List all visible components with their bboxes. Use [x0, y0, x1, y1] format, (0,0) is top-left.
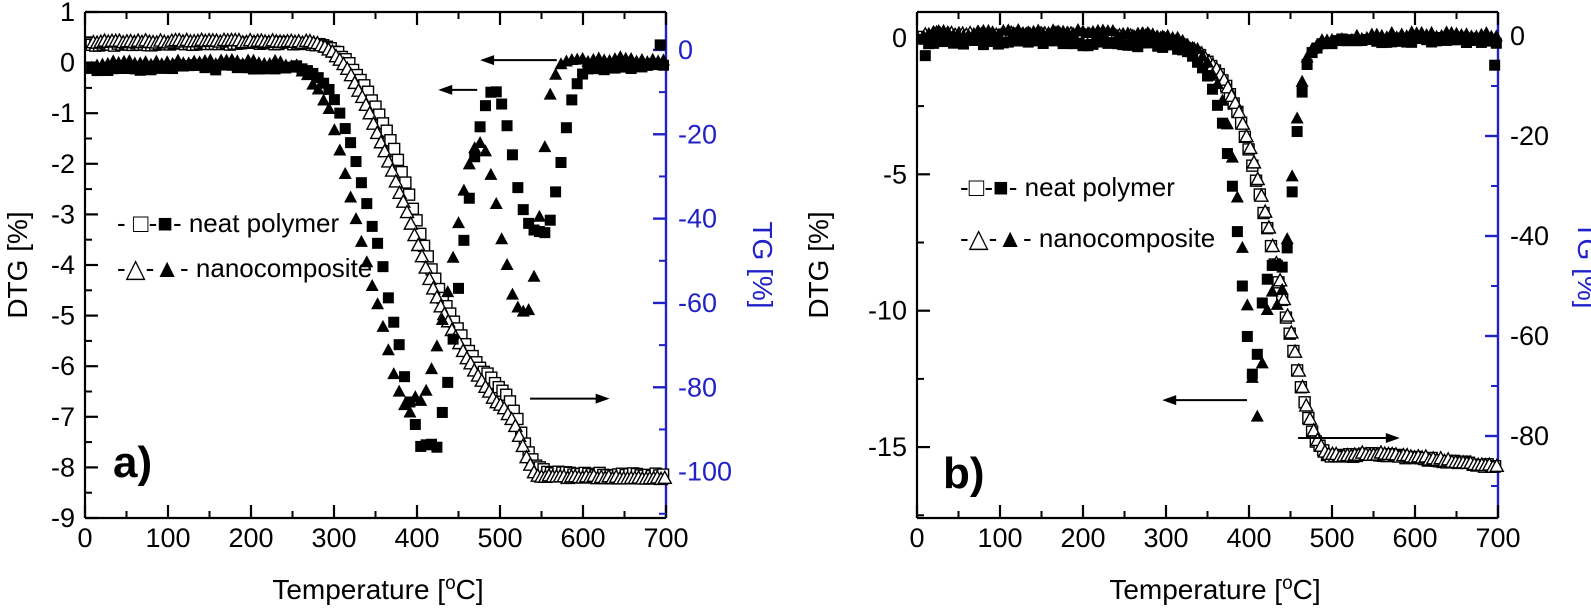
y-left-tick-label: -3 — [51, 199, 75, 229]
y-left-tick-label: -8 — [51, 452, 75, 482]
y-left-axis-title: DTG [%] — [2, 211, 33, 318]
y-right-axis-b: 0 -20 -40 -60 -80 — [1485, 21, 1549, 487]
y-left-tick-label: -5 — [51, 301, 75, 331]
arrow-to-dtg-axis — [480, 55, 495, 66]
y-right-tick-label: -60 — [1510, 321, 1549, 351]
arrow-to-tg-axis — [1385, 433, 1400, 444]
series-a-dtg-nanocomposite — [85, 50, 671, 418]
y-left-axis-a: 1 0 -1 -2 -3 -4 -5 -6 -7 -8 -9 — [51, 0, 98, 533]
y-right-tick-label: -20 — [1510, 121, 1549, 151]
x-tick-label: 200 — [228, 523, 273, 553]
x-tick-label: 500 — [477, 523, 522, 553]
x-tick-label: 500 — [1309, 523, 1354, 553]
legend-a: - □-■- neat polymer -△-▲- nanocomposite — [117, 208, 372, 283]
y-left-tick-label: -10 — [868, 296, 907, 326]
legend-entry: - □-■- neat polymer — [117, 208, 339, 238]
series-a-tg-nanocomposite — [85, 31, 673, 486]
x-tick-label: 600 — [560, 523, 605, 553]
y-right-tick-label: -40 — [1510, 221, 1549, 251]
x-tick-label: 0 — [77, 523, 92, 553]
x-tick-label: 400 — [1226, 523, 1271, 553]
y-left-axis-title: DTG [%] — [803, 211, 834, 318]
x-axis-title: Temperature [oC] — [272, 573, 483, 605]
arrows-b — [1162, 395, 1400, 444]
panel-label-a: a) — [113, 438, 152, 487]
y-left-tick-label: -9 — [51, 503, 75, 533]
y-left-axis-b: 0 -5 -10 -15 — [868, 23, 930, 517]
y-left-tick-label: -4 — [51, 250, 75, 280]
x-tick-label: 0 — [909, 523, 924, 553]
legend-entry: -△-▲- nanocomposite — [960, 223, 1215, 253]
series-b-dtg-nanocomposite — [917, 23, 1503, 422]
legend-b: -□-■- neat polymer -△-▲- nanocomposite — [960, 172, 1215, 253]
x-axis-title: Temperature [oC] — [1109, 573, 1320, 605]
y-left-tick-label: -6 — [51, 351, 75, 381]
x-tick-label: 100 — [977, 523, 1022, 553]
legend-entry: -△-▲- nanocomposite — [117, 253, 372, 283]
y-right-axis-title: TG [%] — [747, 221, 778, 308]
x-tick-label: 200 — [1060, 523, 1105, 553]
y-left-tick-label: 1 — [60, 0, 75, 27]
panel-b-plot: 0 100 200 300 400 500 600 700 0 -5 -10 -15 0 -20 -40 -6… — [803, 10, 1591, 605]
x-tick-label: 400 — [394, 523, 439, 553]
x-tick-label: 700 — [643, 523, 688, 553]
y-left-tick-label: -1 — [51, 98, 75, 128]
y-right-axis-title: TG [%] — [1572, 221, 1591, 308]
x-axis-b: 0 100 200 300 400 500 600 700 — [909, 12, 1521, 553]
x-tick-label: 700 — [1475, 523, 1520, 553]
panel-b: 0 100 200 300 400 500 600 700 0 -5 -10 -15 0 -20 -40 -6… — [795, 0, 1591, 614]
panel-a-plot: 0 100 200 300 400 500 600 700 1 0 -1 -2 -3 -4 -5 -6 -7 -8… — [2, 0, 778, 605]
y-right-tick-label: -80 — [1510, 421, 1549, 451]
panel-label-b: b) — [943, 449, 985, 498]
y-left-tick-label: -15 — [868, 432, 907, 462]
y-left-tick-label: 0 — [60, 48, 75, 78]
arrow-to-dtg-axis — [1162, 395, 1177, 406]
y-left-tick-label: -2 — [51, 149, 75, 179]
y-right-tick-label: -60 — [678, 288, 717, 318]
y-right-tick-label: 0 — [678, 35, 693, 65]
panel-a: 0 100 200 300 400 500 600 700 1 0 -1 -2 -3 -4 -5 -6 -7 -8… — [0, 0, 795, 614]
arrow-to-dtg-axis — [438, 84, 453, 95]
x-tick-label: 300 — [1143, 523, 1188, 553]
series-b-dtg-neat-polymer — [918, 31, 1502, 380]
y-right-tick-label: -100 — [678, 457, 732, 487]
x-tick-label: 100 — [145, 523, 190, 553]
y-right-tick-label: -80 — [678, 372, 717, 402]
y-right-tick-label: 0 — [1510, 21, 1525, 51]
y-left-tick-label: 0 — [892, 23, 907, 53]
legend-entry: -□-■- neat polymer — [960, 172, 1175, 202]
arrows-a — [438, 55, 610, 404]
x-axis-a: 0 100 200 300 400 500 600 700 — [77, 12, 689, 553]
y-right-tick-label: -20 — [678, 119, 717, 149]
y-left-tick-label: -5 — [883, 159, 907, 189]
x-tick-label: 300 — [311, 523, 356, 553]
arrow-to-tg-axis — [595, 393, 610, 404]
y-right-axis-a: 0 -20 -40 -60 -80 -100 — [653, 35, 732, 515]
y-left-tick-label: -7 — [51, 402, 75, 432]
x-tick-label: 600 — [1392, 523, 1437, 553]
y-right-tick-label: -40 — [678, 204, 717, 234]
